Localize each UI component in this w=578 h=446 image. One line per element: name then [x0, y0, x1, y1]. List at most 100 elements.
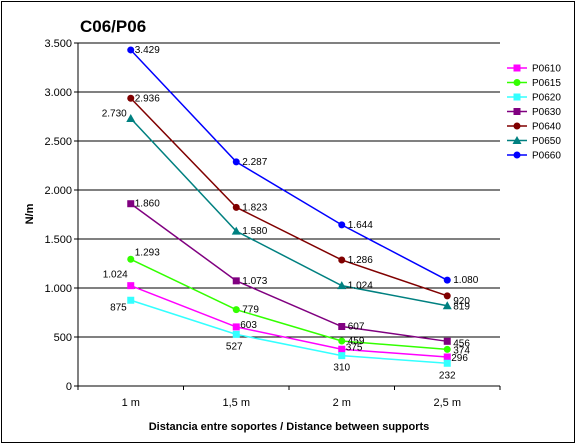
- series-line: [130, 97, 448, 297]
- data-point: [338, 221, 346, 229]
- series-p0630: [127, 200, 451, 345]
- y-tick-label: 1.000: [44, 283, 72, 295]
- series-p0620: [127, 296, 451, 367]
- data-label: 2.287: [242, 157, 267, 168]
- legend-label: P0615: [532, 78, 561, 89]
- y-tick-label: 2.500: [44, 136, 72, 148]
- data-labels: 1.024 603 375 296 1.293 779 459 374 875 527 310 232…: [102, 45, 479, 381]
- y-tick-label: 3.500: [44, 38, 72, 50]
- data-label: 374: [453, 345, 470, 356]
- x-tick-label: 2 m: [333, 397, 351, 409]
- data-label: 1.286: [348, 255, 373, 266]
- data-point: [338, 323, 346, 331]
- series-p0610: [127, 282, 451, 361]
- x-tick-label: 1,5 m: [222, 397, 250, 409]
- data-label: 232: [439, 370, 456, 381]
- data-label: 603: [240, 320, 257, 331]
- data-point: [338, 337, 346, 345]
- y-tick-label: 2.000: [44, 185, 72, 197]
- series-line: [130, 203, 448, 343]
- series-line: [130, 299, 448, 365]
- data-point: [127, 282, 135, 290]
- data-point: [338, 345, 346, 353]
- data-label: 1.580: [242, 226, 267, 237]
- data-label: 607: [348, 322, 365, 333]
- legend: P0610 P0615 P0620 P0630 P0640 P0650 P0660: [507, 64, 561, 162]
- legend-label: P0650: [532, 136, 561, 147]
- data-label: 1.080: [453, 275, 478, 286]
- data-label: 1.024: [103, 270, 128, 281]
- y-tick-label: 3.000: [44, 87, 72, 99]
- legend-marker: [513, 122, 521, 130]
- data-label: 2.730: [102, 108, 127, 119]
- data-point: [443, 337, 451, 345]
- data-point: [127, 200, 135, 208]
- legend-label: P0620: [532, 93, 561, 104]
- legend-marker: [513, 108, 521, 115]
- x-tick-labels: 1 m 1,5 m 2 m 2,5 m: [77, 386, 501, 409]
- data-point: [127, 94, 135, 102]
- data-label: 1.644: [348, 220, 373, 231]
- y-axis-label: N/m: [24, 203, 36, 224]
- data-point: [232, 203, 240, 211]
- data-label: 1.073: [242, 276, 267, 287]
- series-layer: [126, 46, 452, 367]
- data-point: [337, 281, 347, 290]
- data-label: 3.429: [135, 45, 160, 56]
- data-point: [127, 296, 135, 304]
- x-tick-label: 2,5 m: [433, 397, 461, 409]
- legend-item-p0630: P0630: [507, 107, 561, 118]
- data-label: 1.860: [135, 199, 160, 210]
- x-tick-label: 1 m: [122, 397, 140, 409]
- data-point: [126, 113, 136, 122]
- data-point: [338, 352, 346, 360]
- legend-marker: [513, 79, 521, 86]
- series-line: [130, 49, 448, 281]
- legend-marker: [513, 151, 521, 159]
- legend-item-p0610: P0610: [507, 64, 561, 75]
- legend-label: P0660: [532, 151, 561, 162]
- data-point: [232, 323, 240, 331]
- data-point: [338, 256, 346, 264]
- legend-marker: [512, 136, 522, 144]
- legend-item-p0650: P0650: [507, 136, 561, 147]
- data-point: [127, 46, 135, 54]
- data-point: [443, 292, 451, 300]
- series-p0615: [127, 255, 451, 353]
- series-p0650: [126, 113, 452, 310]
- legend-marker: [513, 93, 521, 101]
- data-label: 527: [226, 341, 243, 352]
- data-point: [232, 158, 240, 166]
- data-label: 1.823: [242, 202, 267, 213]
- data-label: 875: [110, 302, 127, 313]
- data-point: [231, 226, 241, 235]
- legend-item-p0620: P0620: [507, 93, 561, 104]
- data-point: [443, 345, 451, 353]
- series-line: [130, 117, 448, 307]
- data-label: 375: [346, 342, 363, 353]
- y-tick-label: 0: [66, 381, 72, 393]
- data-label: 920: [453, 296, 470, 307]
- data-point: [127, 255, 135, 263]
- y-tick-label: 1.500: [44, 234, 72, 246]
- y-tick-labels: 0 500 1.000 1.500 2.000 2.500 3.000 3.500: [44, 38, 78, 393]
- chart-title: C06/P06: [80, 17, 146, 36]
- series-p0640: [127, 94, 451, 300]
- data-point: [232, 277, 240, 285]
- data-label: 1.024: [348, 281, 373, 292]
- data-label: 310: [333, 363, 350, 374]
- data-point: [232, 306, 240, 314]
- data-label: 819: [453, 302, 470, 313]
- data-label: 456: [453, 338, 470, 349]
- data-point: [442, 301, 452, 310]
- data-point: [443, 276, 451, 284]
- legend-marker: [513, 64, 521, 72]
- legend-label: P0630: [532, 107, 561, 118]
- series-p0660: [127, 46, 451, 284]
- data-point: [232, 330, 240, 338]
- data-label: 459: [348, 336, 365, 347]
- gridlines: [78, 42, 500, 338]
- data-point: [443, 359, 451, 367]
- plot-area: [78, 43, 500, 386]
